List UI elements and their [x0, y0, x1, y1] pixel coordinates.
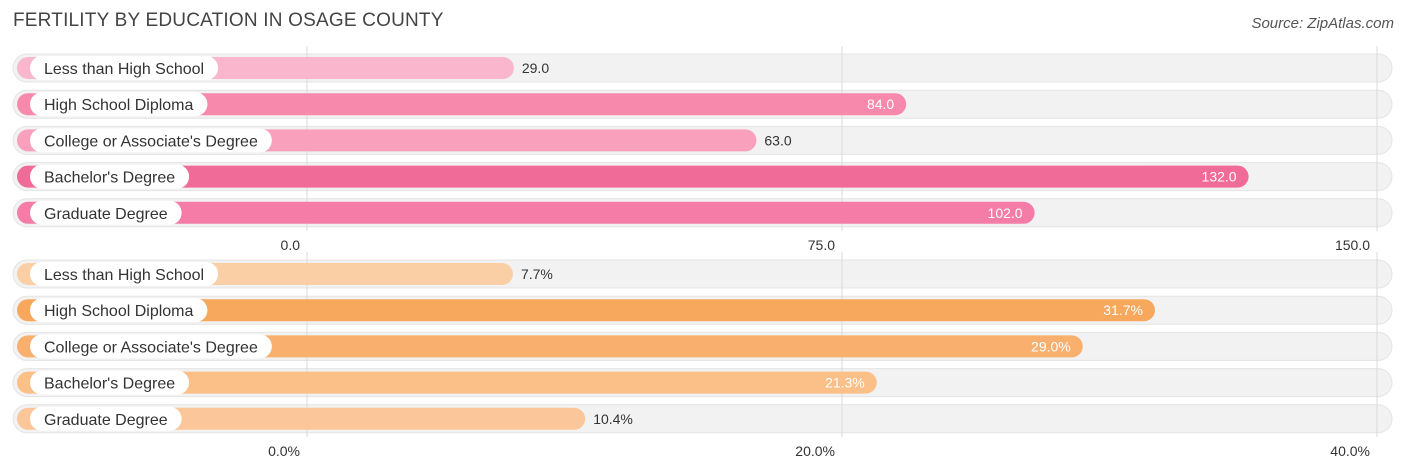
category-label-pill	[30, 406, 182, 431]
category-label-pill	[30, 128, 272, 153]
category-label: High School Diploma	[44, 303, 194, 320]
category-label-pill	[30, 164, 190, 189]
source-credit: Source: ZipAtlas.com	[1251, 15, 1394, 32]
bar	[17, 335, 1083, 358]
axis-tick-label: 75.0	[808, 237, 835, 253]
bar	[17, 371, 877, 394]
category-label: Bachelor's Degree	[44, 376, 175, 393]
category-label: High School Diploma	[44, 97, 194, 114]
chart-panel-2: Less than High School 7.7% High School Dip…	[12, 252, 1393, 459]
axis-tick-label: 40.0%	[1330, 443, 1370, 459]
category-label: College or Associate's Degree	[44, 133, 258, 150]
category-label-pill	[30, 200, 182, 225]
value-label: 10.4%	[593, 411, 633, 427]
value-label: 7.7%	[521, 266, 553, 282]
bar	[17, 93, 907, 116]
category-label-pill	[30, 56, 219, 80]
bar	[17, 299, 1155, 322]
value-label: 84.0	[867, 96, 894, 112]
category-label-pill	[30, 92, 208, 117]
category-label-pill	[30, 370, 190, 395]
value-label: 132.0	[1202, 169, 1237, 185]
bar	[17, 201, 1035, 224]
axis-tick-label: 0.0	[281, 237, 301, 253]
axis-tick-label: 150.0	[1335, 237, 1370, 253]
value-label: 31.7%	[1103, 302, 1143, 318]
bar	[17, 165, 1249, 188]
value-label: 21.3%	[825, 375, 865, 391]
axis-tick-label: 20.0%	[795, 443, 835, 459]
chart-panel-1: Less than High School 29.0 High School Dip…	[12, 46, 1393, 253]
chart-title: FERTILITY BY EDUCATION IN OSAGE COUNTY	[13, 10, 444, 31]
category-label: Less than High School	[44, 267, 204, 284]
value-label: 29.0%	[1031, 338, 1071, 354]
category-label: Bachelor's Degree	[44, 170, 175, 187]
category-label: Graduate Degree	[44, 412, 168, 429]
value-label: 63.0	[764, 132, 791, 148]
category-label-pill	[30, 298, 208, 323]
category-label-pill	[30, 262, 219, 286]
value-label: 102.0	[988, 205, 1023, 221]
axis-tick-label: 0.0%	[268, 443, 300, 459]
category-label: Graduate Degree	[44, 206, 168, 223]
category-label: College or Associate's Degree	[44, 339, 258, 356]
value-label: 29.0	[522, 60, 549, 76]
category-label: Less than High School	[44, 61, 204, 78]
category-label-pill	[30, 334, 272, 359]
